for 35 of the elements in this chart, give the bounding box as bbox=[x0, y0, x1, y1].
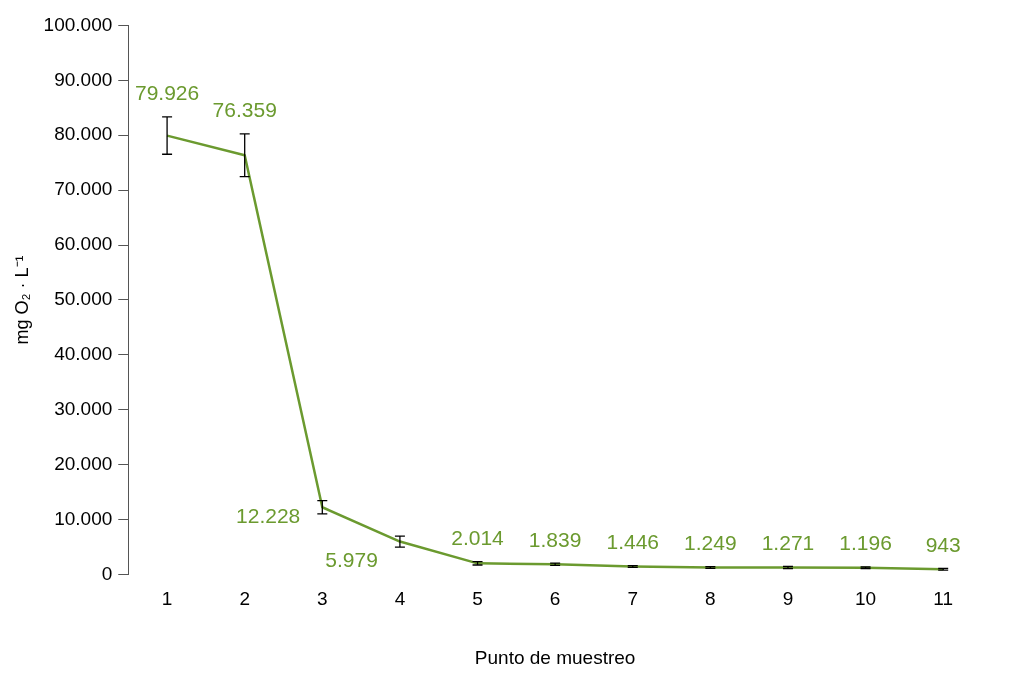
data-label: 5.979 bbox=[325, 548, 378, 572]
x-tick-label: 7 bbox=[627, 588, 639, 610]
y-tick-label: 30.000 bbox=[54, 397, 113, 419]
data-label: 1.271 bbox=[761, 530, 815, 554]
y-tick-label: 90.000 bbox=[54, 68, 113, 90]
y-tick-label: 10.000 bbox=[54, 507, 113, 529]
data-label: 1.249 bbox=[684, 531, 737, 555]
y-tick-label: 80.000 bbox=[54, 123, 113, 145]
x-tick-label: 9 bbox=[782, 588, 794, 610]
y-tick-label: 70.000 bbox=[54, 178, 113, 200]
data-label: 79.926 bbox=[134, 81, 200, 105]
y-tick-label: 50.000 bbox=[54, 288, 113, 310]
x-tick-label: 6 bbox=[549, 588, 561, 610]
x-axis-title: Punto de muestreo bbox=[474, 646, 636, 668]
y-tick-label: 20.000 bbox=[54, 452, 113, 474]
x-tick-label: 11 bbox=[933, 588, 954, 610]
x-tick-label: 3 bbox=[317, 588, 328, 610]
x-tick-label: 10 bbox=[855, 588, 877, 610]
x-tick-label: 1 bbox=[161, 588, 173, 610]
x-tick-label: 2 bbox=[239, 588, 250, 610]
data-label: 1.446 bbox=[606, 529, 660, 553]
x-tick-label: 4 bbox=[394, 588, 406, 610]
x-tick-label: 5 bbox=[472, 588, 483, 610]
y-tick-label: 100.000 bbox=[43, 13, 113, 35]
data-label: 12.228 bbox=[236, 504, 301, 528]
x-tick-label: 8 bbox=[705, 588, 716, 610]
y-tick-label: 0 bbox=[101, 562, 113, 584]
y-tick-label: 60.000 bbox=[54, 233, 113, 255]
data-label: 76.359 bbox=[212, 98, 277, 122]
data-label: 1.839 bbox=[528, 527, 582, 551]
y-axis-title: mg O₂ · L⁻¹ bbox=[11, 255, 32, 345]
data-label: 2.014 bbox=[451, 525, 505, 549]
y-tick-label: 40.000 bbox=[54, 343, 113, 365]
data-label: 943 bbox=[925, 532, 961, 556]
data-label: 1.196 bbox=[839, 531, 892, 555]
